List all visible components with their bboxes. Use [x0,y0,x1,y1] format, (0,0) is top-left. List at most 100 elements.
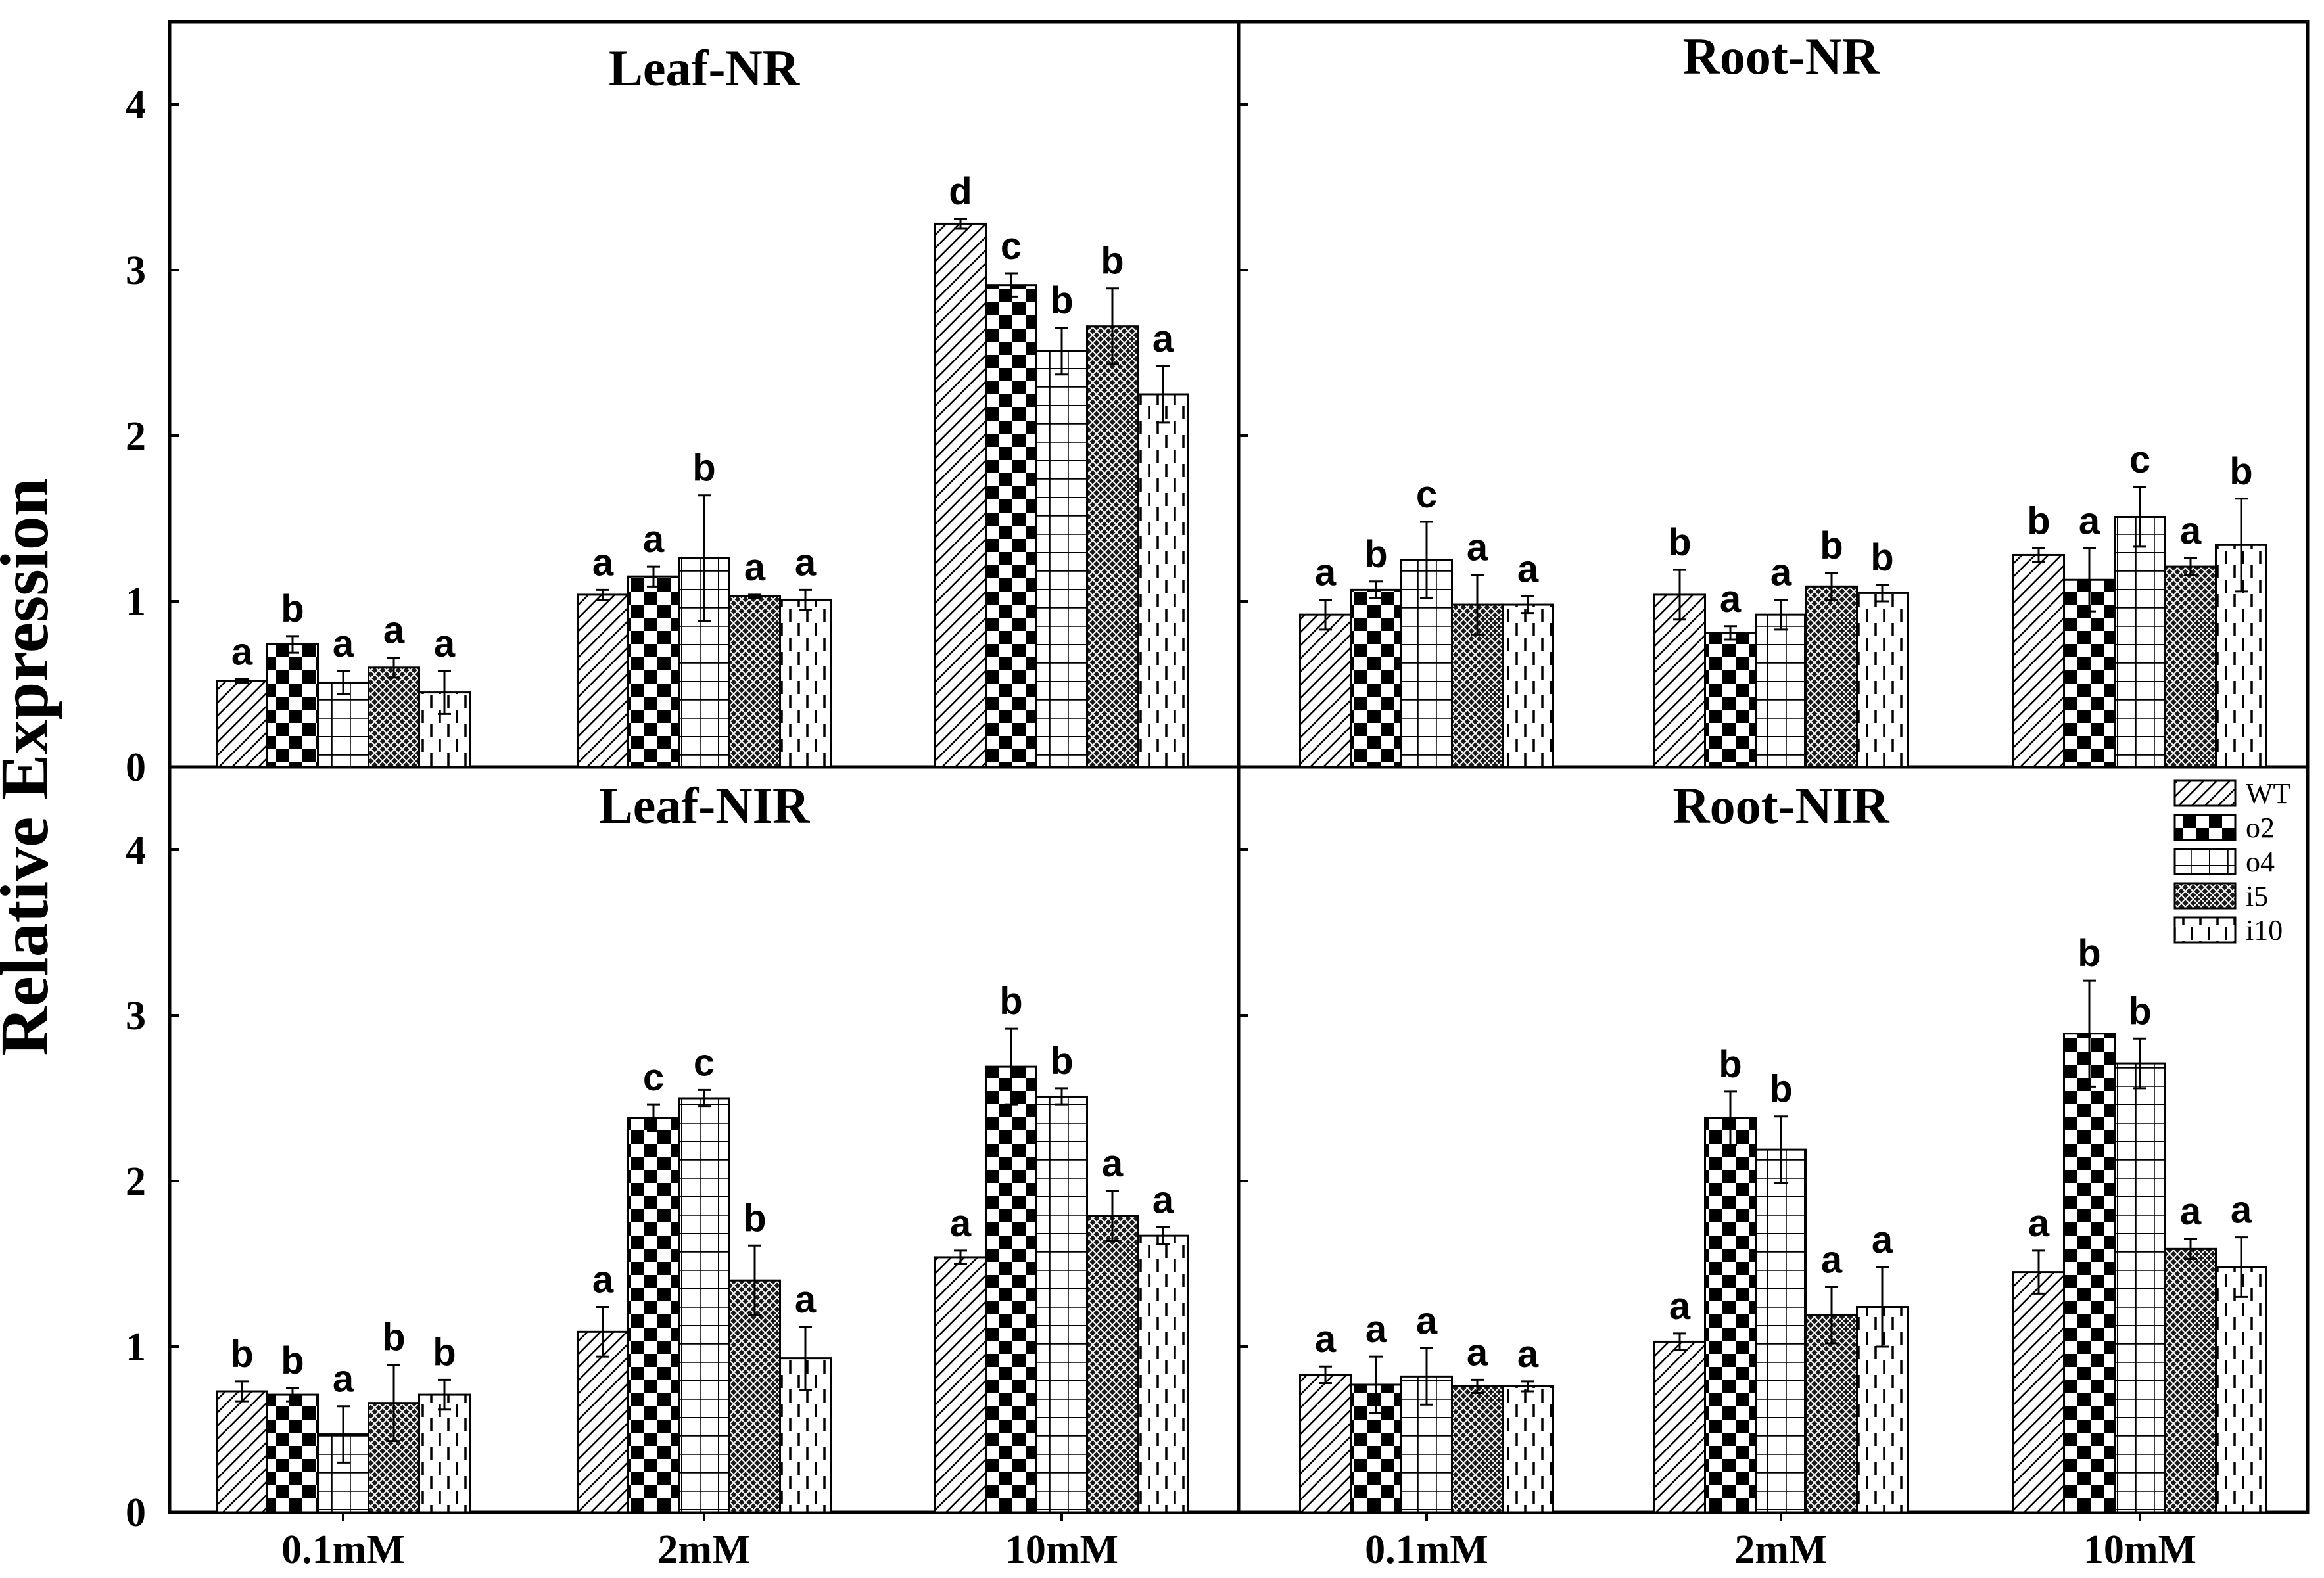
bar-root-nr-i5 [1805,585,1858,768]
bar-root-nir-o2 [1350,1383,1402,1514]
significance-letter: a [1315,551,1337,593]
significance-letter: a [1416,1300,1438,1343]
legend-swatch-i5 [2173,882,2237,910]
bar-root-nr-wt [1299,613,1352,768]
significance-letter: a [2180,1190,2202,1233]
significance-letter: b [692,447,715,490]
bar-leaf-nr-i10 [1137,393,1189,768]
significance-letter: c [1416,473,1437,516]
bar-leaf-nir-i5 [728,1279,781,1514]
significance-letter: b [1364,533,1387,576]
bar-root-nir-o2 [1704,1117,1757,1514]
significance-letter: b [1719,1043,1742,1086]
significance-letter: b [2229,450,2252,493]
legend: WT o2 o4 i5 i10 [2173,777,2291,946]
panel-title-root-nir: Root-NIR [1672,777,1890,834]
significance-letter: b [1050,1040,1073,1082]
bar-root-nr-o2 [1350,588,1402,768]
significance-letter: b [382,1316,405,1359]
bar-root-nr-i10 [1856,592,1909,768]
significance-letter: a [1152,1179,1174,1222]
ytick-label: 1 [126,1325,146,1370]
bar-root-nir-i5 [2164,1247,2217,1514]
bar-leaf-nr-o2 [985,284,1037,768]
significance-letter: b [2027,499,2050,542]
significance-letter: b [2077,932,2100,975]
ytick-label: 4 [126,828,146,873]
significance-letter: a [2028,1202,2050,1245]
legend-swatch-i10 [2173,916,2237,944]
bar-leaf-nr-i5 [368,666,420,768]
significance-letter: b [1668,521,1691,564]
bar-leaf-nir-i10 [1137,1234,1189,1514]
significance-letter: a [1517,1333,1539,1376]
bar-leaf-nir-o2 [627,1117,680,1514]
significance-letter: a [592,541,614,584]
bar-root-nir-i5 [1451,1385,1504,1514]
significance-letter: c [2129,438,2150,481]
bar-leaf-nr-o2 [266,643,319,768]
bar-leaf-nr-wt [577,593,629,768]
bar-leaf-nr-o4 [317,681,369,768]
significance-letter: a [795,1278,817,1321]
legend-label-o4: o4 [2246,846,2275,878]
significance-letter: b [230,1333,253,1376]
xtick-label-right: 2mM [1734,1527,1827,1572]
ytick-label: 3 [126,994,146,1038]
legend-swatch-o4 [2173,848,2237,875]
bar-root-nr-wt [2012,553,2065,768]
bar-leaf-nr-i10 [779,598,832,768]
bar-leaf-nir-o4 [1035,1095,1088,1514]
significance-letter: a [1467,1331,1488,1374]
ytick-label: 3 [126,248,146,293]
bar-root-nir-o2 [2063,1033,2116,1514]
bar-leaf-nir-i5 [1086,1215,1139,1514]
bar-leaf-nir-i10 [779,1357,832,1514]
ytick-label: 4 [126,83,146,128]
bar-leaf-nr-wt [934,222,987,768]
significance-letter: a [2231,1189,2252,1232]
bar-leaf-nir-wt [577,1330,629,1514]
ytick-label: 1 [126,580,146,624]
bar-leaf-nr-wt [216,680,268,768]
ytick-label: 2 [126,414,146,459]
bar-leaf-nr-o4 [1035,350,1088,768]
significance-letter: a [434,622,456,665]
xtick-label-right: 0.1mM [1365,1527,1488,1572]
bar-root-nr-wt [1653,593,1706,768]
legend-label-i5: i5 [2246,880,2268,912]
significance-letter: b [1820,524,1843,567]
bar-root-nr-i10 [1502,603,1554,768]
bar-leaf-nir-o2 [266,1393,319,1514]
panel-title-leaf-nir: Leaf-NIR [599,777,811,834]
ytick-label: 2 [126,1159,146,1204]
bar-root-nir-o4 [1755,1148,1807,1514]
significance-letter: a [231,630,253,673]
significance-letter: a [383,609,405,652]
bar-leaf-nir-wt [934,1256,987,1514]
legend-swatch-wt [2173,779,2237,807]
significance-letter: a [2180,509,2202,552]
legend-label-o2: o2 [2246,812,2275,844]
significance-letter: b [2128,990,2151,1033]
significance-letter: a [1315,1318,1337,1360]
bar-root-nr-o4 [2114,515,2166,768]
bar-root-nr-i5 [2164,565,2217,768]
significance-letter: a [1467,526,1488,569]
significance-letter: b [1101,240,1124,283]
bar-leaf-nir-i10 [418,1393,471,1514]
significance-letter: a [333,1358,354,1401]
significance-letter: b [1769,1068,1792,1111]
bar-root-nir-i10 [1502,1385,1554,1514]
ytick-label: 0 [126,1491,146,1535]
significance-letter: a [1102,1142,1124,1185]
legend-label-i10: i10 [2246,914,2283,946]
significance-letter: c [1001,225,1022,267]
significance-letter: b [1050,279,1073,322]
bar-root-nir-wt [2012,1271,2065,1514]
significance-letter: a [744,546,766,589]
significance-letter: b [281,1339,304,1382]
xtick-label-left: 0.1mM [281,1527,405,1572]
